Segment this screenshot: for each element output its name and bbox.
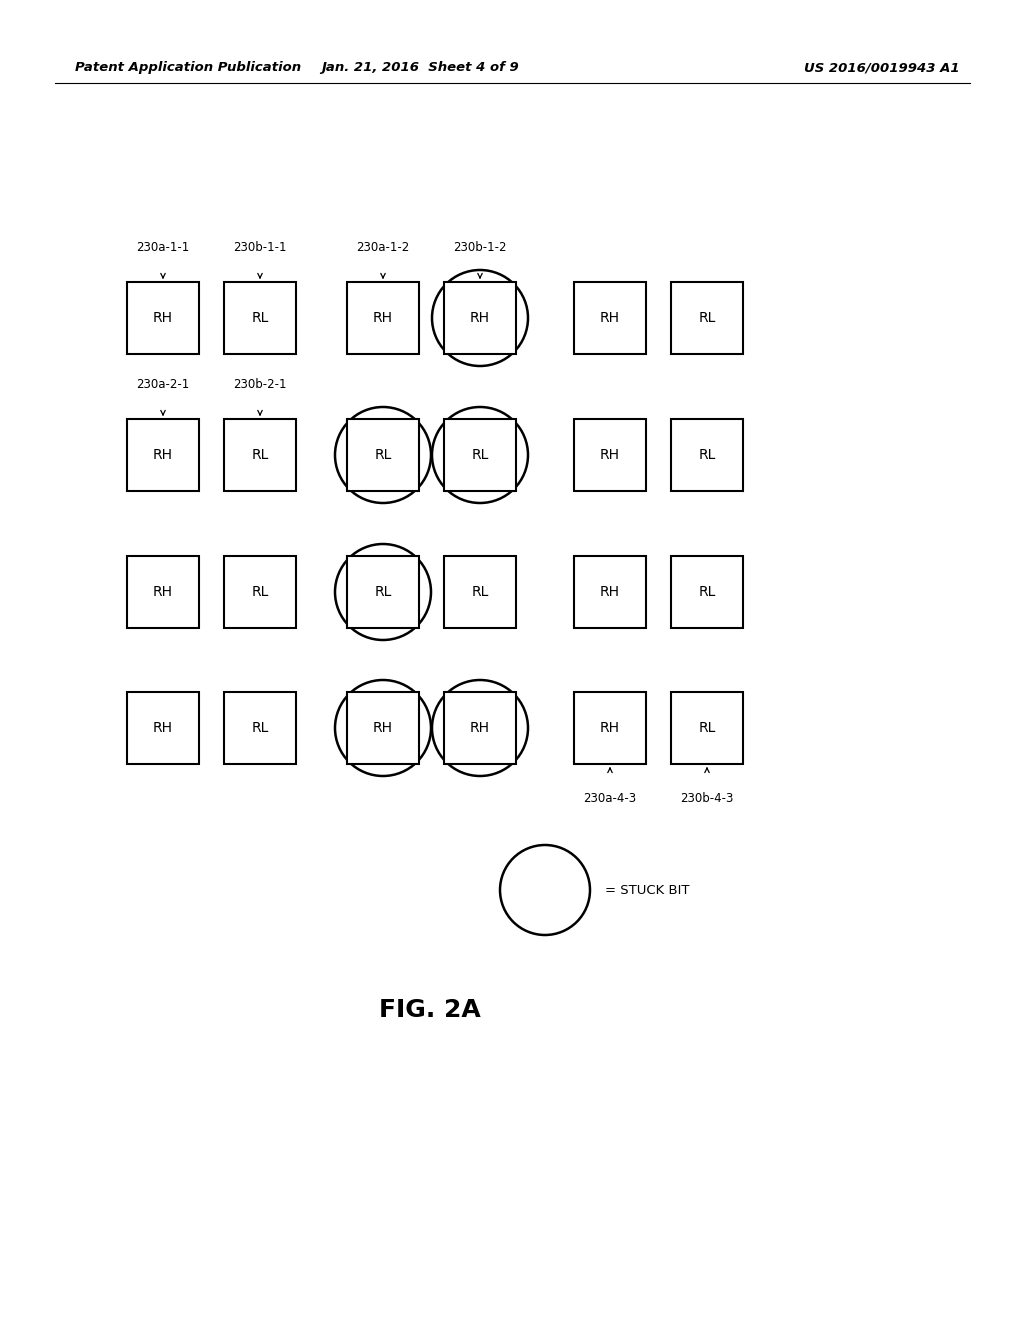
Bar [347,692,419,764]
Bar [127,556,199,628]
Text: 230b-1-2: 230b-1-2 [454,242,507,253]
Text: Patent Application Publication: Patent Application Publication [75,62,301,74]
Bar [127,282,199,354]
Text: RH: RH [600,447,620,462]
Text: RL: RL [471,447,488,462]
Bar [574,692,646,764]
Text: 230b-1-1: 230b-1-1 [233,242,287,253]
Text: RL: RL [251,585,268,599]
Bar [347,282,419,354]
Bar [671,556,743,628]
Bar [574,556,646,628]
Text: RL: RL [375,447,392,462]
Bar [224,282,296,354]
Text: RH: RH [373,312,393,325]
Bar [671,692,743,764]
Text: RL: RL [698,312,716,325]
Text: RH: RH [600,312,620,325]
Text: RH: RH [153,721,173,735]
Text: RH: RH [153,447,173,462]
Bar [347,418,419,491]
Text: 230a-1-2: 230a-1-2 [356,242,410,253]
Text: RL: RL [375,585,392,599]
Text: RH: RH [153,312,173,325]
Bar [574,282,646,354]
Bar [347,556,419,628]
Text: RL: RL [698,585,716,599]
Text: 230a-1-1: 230a-1-1 [136,242,189,253]
Text: Jan. 21, 2016  Sheet 4 of 9: Jan. 21, 2016 Sheet 4 of 9 [322,62,519,74]
Text: RH: RH [373,721,393,735]
Text: RL: RL [251,721,268,735]
Text: FIG. 2A: FIG. 2A [379,998,481,1022]
Text: RL: RL [698,447,716,462]
Text: RL: RL [698,721,716,735]
Text: US 2016/0019943 A1: US 2016/0019943 A1 [805,62,961,74]
Text: = STUCK BIT: = STUCK BIT [605,883,689,896]
Text: 230b-4-3: 230b-4-3 [680,792,733,805]
Bar [127,692,199,764]
Bar [444,556,516,628]
Text: 230a-4-3: 230a-4-3 [584,792,637,805]
Text: RH: RH [470,721,490,735]
Bar [444,418,516,491]
Bar [127,418,199,491]
Bar [444,282,516,354]
Text: 230a-2-1: 230a-2-1 [136,378,189,391]
Text: RL: RL [251,312,268,325]
Text: RH: RH [600,585,620,599]
Bar [671,282,743,354]
Text: 230b-2-1: 230b-2-1 [233,378,287,391]
Bar [224,556,296,628]
Text: RH: RH [600,721,620,735]
Text: RL: RL [471,585,488,599]
Text: RH: RH [470,312,490,325]
Bar [574,418,646,491]
Bar [671,418,743,491]
Bar [444,692,516,764]
Bar [224,418,296,491]
Bar [224,692,296,764]
Text: RH: RH [153,585,173,599]
Text: RL: RL [251,447,268,462]
